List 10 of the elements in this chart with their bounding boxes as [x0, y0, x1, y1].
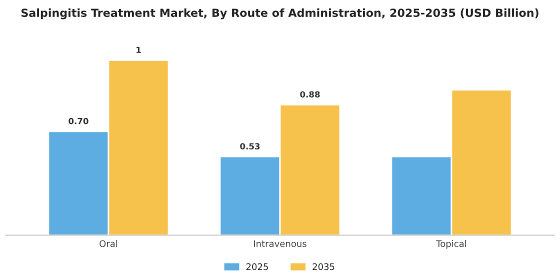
data-label: 0.88	[300, 91, 320, 98]
legend-label: 2025	[246, 263, 268, 270]
chart-title: Salpingitis Treatment Market, By Route of Administration, 2025-2035 (USD Billion)	[21, 8, 538, 20]
legend-label: 2035	[312, 263, 334, 270]
x-tick-label: Intravenous	[254, 240, 306, 248]
data-label: 0.53	[240, 143, 260, 150]
x-tick-label: Topical	[436, 240, 466, 249]
data-label: 0.70	[68, 118, 88, 124]
data-label: 1	[136, 46, 141, 53]
x-tick-label: Oral	[100, 240, 118, 248]
